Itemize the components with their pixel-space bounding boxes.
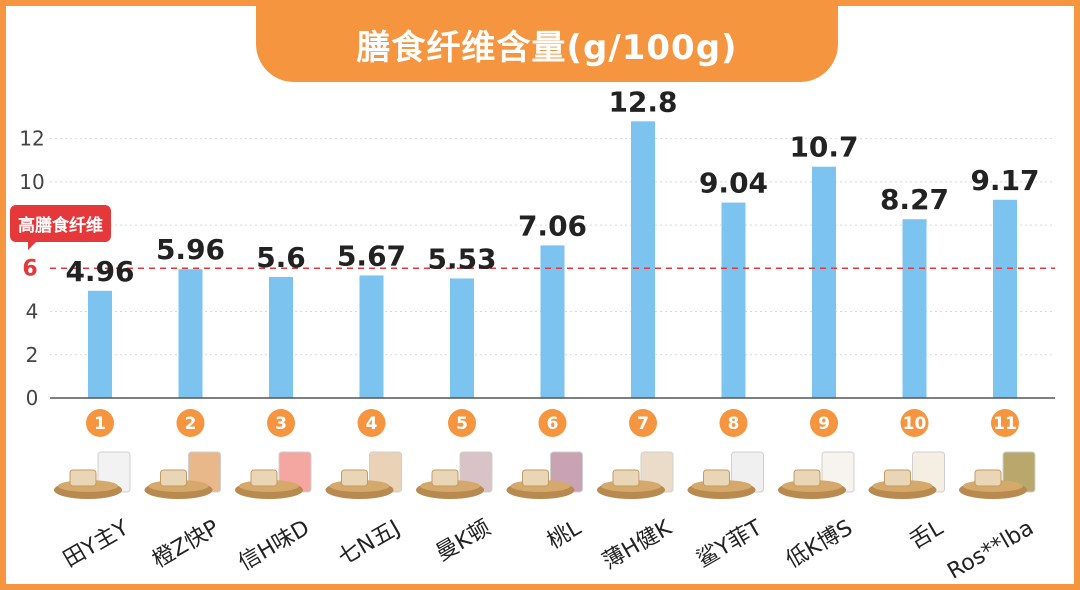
bread-slice-shape: [612, 469, 640, 487]
y-tick-label: 12: [19, 127, 44, 151]
bar-8: [721, 202, 746, 398]
bread-slice-shape: [793, 469, 821, 487]
index-number-11: 11: [993, 414, 1017, 434]
data-label-4: 5.67: [337, 239, 406, 272]
product-thumbnail-7: [597, 451, 674, 499]
y-tick-label: 6: [22, 256, 37, 281]
index-number-8: 8: [728, 414, 740, 434]
product-thumbnail-5: [416, 451, 493, 499]
category-label-9: 低K博S: [782, 516, 857, 574]
bread-slice-shape: [250, 469, 278, 487]
bars: [88, 121, 1017, 399]
index-badges: 1 2 3 4 5 6 7 8 9 10 11: [86, 409, 1019, 437]
index-number-2: 2: [185, 414, 197, 434]
data-label-8: 9.04: [699, 167, 768, 200]
bar-10: [902, 219, 927, 398]
product-thumbnail-2: [144, 451, 221, 499]
index-badge-3: [267, 409, 295, 437]
index-badge-7: [629, 409, 657, 437]
product-thumbnail-4: [325, 451, 402, 499]
product-thumbnail-10: [868, 451, 945, 499]
bread-slice-shape: [160, 469, 187, 487]
bar-2: [178, 269, 203, 398]
reference-badge-pointer: [28, 238, 40, 250]
bar-7: [631, 121, 655, 399]
category-label-8: 鲨Y菲T: [693, 515, 767, 572]
category-labels: 田Y主Y 橙Z快P 信H味D 七N五J 曼K顿 桃L 薄H健K 鲨Y菲T 低K博S 舌LRos**…: [59, 515, 1038, 584]
data-label-7: 12.8: [608, 85, 677, 118]
index-number-3: 3: [275, 414, 287, 434]
category-label-11: Ros**lba: [943, 516, 1038, 585]
index-number-5: 5: [456, 414, 468, 434]
bread-slice-shape: [974, 469, 1002, 487]
product-thumbnail-3: [235, 451, 312, 499]
bar-5: [450, 278, 474, 398]
category-label-1: 田Y主Y: [59, 515, 133, 572]
index-badge-8: [719, 409, 748, 437]
bread-slice-shape: [884, 469, 911, 487]
data-label-9: 10.7: [789, 131, 858, 164]
index-badge-5: [448, 409, 476, 437]
category-label-2: 橙Z快P: [148, 516, 223, 574]
data-label-5: 5.53: [427, 242, 496, 275]
bar-3: [269, 276, 293, 398]
category-label-10: 舌L: [905, 515, 948, 554]
reference-line-label: 高膳食纤维: [10, 205, 111, 242]
data-labels: 4.96 5.96 5.6 5.67 5.53 7.06 12.8 9.04 10.7 8.27 9…: [65, 85, 1039, 287]
category-label-4: 七N五J: [334, 516, 404, 571]
y-tick-label: 2: [26, 343, 39, 367]
category-label-3: 信H味D: [234, 516, 314, 576]
category-label-5: 曼K顿: [432, 516, 495, 567]
index-badge-10: [900, 409, 929, 437]
index-number-10: 10: [903, 414, 927, 434]
data-label-3: 5.6: [256, 241, 306, 274]
product-thumbnail-8: [687, 451, 764, 499]
index-badge-1: [86, 409, 114, 437]
title-tab: 膳食纤维含量(g/100g): [256, 6, 838, 82]
category-label-7: 薄H健K: [599, 515, 677, 574]
index-number-6: 6: [547, 414, 559, 434]
index-number-7: 7: [637, 414, 649, 434]
product-thumbnail-11: [959, 451, 1036, 499]
data-label-11: 9.17: [970, 164, 1039, 197]
index-badge-11: [991, 409, 1019, 437]
index-badge-2: [176, 409, 205, 437]
product-thumbnail-9: [778, 451, 855, 499]
product-thumbnail-1: [54, 451, 131, 499]
y-tick-label: 10: [19, 170, 44, 194]
data-label-2: 5.96: [156, 233, 225, 266]
bread-slice-shape: [431, 469, 459, 487]
bread-slice-shape: [703, 469, 730, 487]
product-thumbnail-6: [506, 451, 583, 499]
y-axis-ticks: 024681012: [19, 127, 44, 410]
bread-slice-shape: [522, 469, 549, 487]
bar-1: [88, 290, 112, 398]
bar-6: [540, 245, 565, 398]
data-label-10: 8.27: [880, 183, 949, 216]
index-badge-6: [538, 409, 567, 437]
bread-slice-shape: [69, 469, 97, 487]
product-thumbnails: [54, 451, 1036, 499]
bread-slice-shape: [341, 469, 368, 487]
index-number-9: 9: [818, 414, 830, 434]
y-tick-label: 0: [26, 386, 39, 410]
index-number-1: 1: [94, 414, 106, 434]
category-label-6: 桃L: [543, 515, 586, 554]
bar-4: [359, 275, 384, 398]
bar-11: [993, 199, 1017, 398]
chart-title: 膳食纤维含量(g/100g): [356, 27, 738, 68]
y-tick-label: 4: [26, 300, 39, 324]
index-badge-4: [357, 409, 386, 437]
data-label-6: 7.06: [518, 209, 587, 242]
index-badge-9: [810, 409, 838, 437]
data-label-1: 4.96: [65, 255, 134, 288]
bar-9: [812, 166, 836, 398]
index-number-4: 4: [366, 414, 378, 434]
